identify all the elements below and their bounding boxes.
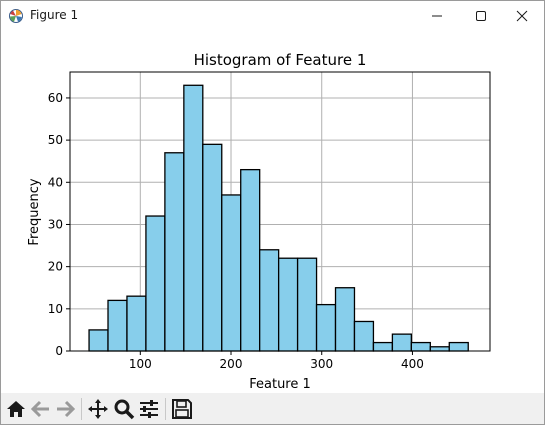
pan-button[interactable] (86, 397, 110, 421)
maximize-icon (476, 11, 486, 21)
home-button[interactable] (4, 397, 28, 421)
histogram-bar (277, 257, 299, 352)
axis-ticks: 100 200 300 400 0 10 20 30 40 50 60 (48, 91, 424, 371)
x-tick-label: 400 (401, 357, 424, 371)
y-tick-label: 40 (48, 175, 63, 189)
configure-subplots-icon (140, 400, 158, 418)
histogram-bar (391, 333, 413, 352)
histogram-bar (88, 329, 109, 352)
histogram-bar (315, 303, 337, 352)
pan-icon (88, 399, 108, 419)
histogram-bar (202, 143, 223, 352)
forward-button[interactable] (53, 397, 77, 421)
histogram-bar (429, 346, 450, 352)
y-tick-label: 30 (48, 217, 63, 231)
histogram-bars (88, 84, 469, 352)
histogram-bar (240, 168, 261, 352)
histogram-bar (183, 84, 204, 352)
histogram-bar (221, 194, 242, 352)
histogram-bar (296, 257, 318, 352)
x-tick-label: 300 (310, 357, 333, 371)
navigation-toolbar (1, 393, 544, 424)
y-tick-label: 0 (55, 344, 63, 358)
close-icon (516, 10, 528, 22)
x-tick-label: 200 (220, 357, 243, 371)
histogram-bar (259, 249, 280, 352)
y-tick-label: 50 (48, 133, 63, 147)
y-axis-label: Frequency (27, 178, 42, 245)
matplotlib-app-icon (9, 9, 23, 23)
histogram-bar (334, 287, 356, 352)
back-button[interactable] (29, 397, 53, 421)
histogram-bar (107, 299, 128, 352)
toolbar-separator (81, 398, 82, 420)
toolbar-separator (165, 398, 166, 420)
save-icon (172, 399, 192, 419)
y-tick-label: 10 (48, 302, 63, 316)
histogram-bar (164, 152, 185, 352)
chart-title: Histogram of Feature 1 (194, 51, 367, 69)
zoom-icon (114, 399, 135, 420)
minimize-button[interactable] (415, 1, 459, 31)
histogram-chart: 100 200 300 400 0 10 20 30 40 50 60 Histogram of F… (27, 51, 491, 392)
histogram-bar (145, 215, 166, 352)
maximize-button[interactable] (459, 1, 503, 31)
y-tick-label: 60 (48, 91, 63, 105)
x-axis-label: Feature 1 (249, 377, 311, 392)
histogram-bar (410, 341, 431, 352)
configure-subplots-button[interactable] (137, 397, 161, 421)
histogram-bar (372, 341, 394, 352)
histogram-bar (126, 295, 147, 352)
figure-canvas[interactable]: 100 200 300 400 0 10 20 30 40 50 60 Histogram of F… (1, 31, 544, 393)
save-button[interactable] (170, 397, 194, 421)
minimize-icon (432, 15, 442, 17)
home-icon (7, 401, 25, 417)
zoom-button[interactable] (112, 397, 136, 421)
histogram-bar (353, 320, 375, 352)
close-button[interactable] (500, 1, 544, 31)
forward-arrow-icon (57, 400, 75, 418)
back-arrow-icon (31, 400, 49, 418)
window-title: Figure 1 (30, 8, 79, 22)
histogram-bar (448, 341, 469, 352)
x-tick-label: 100 (129, 357, 152, 371)
y-tick-label: 20 (48, 260, 63, 274)
axes-frame (69, 71, 491, 352)
title-bar[interactable]: Figure 1 (1, 1, 544, 31)
